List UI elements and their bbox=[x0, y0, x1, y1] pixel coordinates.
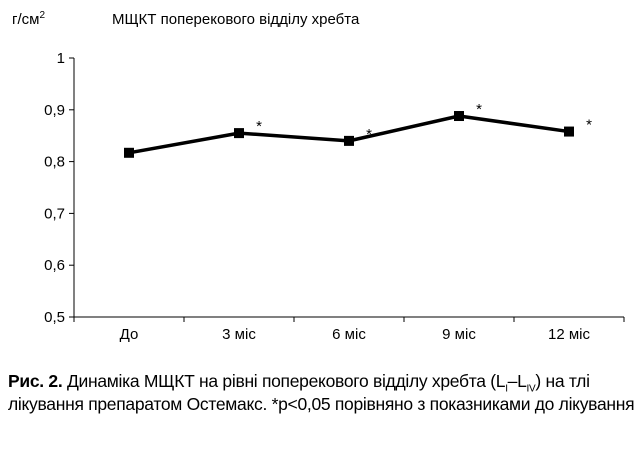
y-tick-label: 0,9 bbox=[44, 102, 65, 119]
figure-caption: Рис. 2. Динаміка МЩКТ на рівні попереков… bbox=[8, 370, 636, 416]
y-axis-unit-superscript: 2 bbox=[39, 10, 45, 21]
series bbox=[124, 111, 574, 158]
y-tick-label: 1 bbox=[57, 50, 65, 67]
caption-text-2: ) на тлі лікування препаратом Остемакс. … bbox=[8, 371, 635, 414]
significance-asterisk: * bbox=[256, 118, 262, 135]
x-tick-label: 12 міс bbox=[548, 326, 590, 343]
data-point-marker bbox=[124, 147, 134, 158]
caption-dash: –L bbox=[507, 371, 527, 391]
caption-sub-2: IV bbox=[526, 383, 536, 395]
y-axis-unit-main: г/см bbox=[12, 11, 39, 28]
significance-asterisk: * bbox=[366, 126, 372, 143]
series-line bbox=[128, 114, 570, 155]
y-tick-label: 0,8 bbox=[44, 154, 65, 171]
data-point-marker bbox=[344, 135, 354, 146]
data-point-marker bbox=[454, 111, 464, 122]
x-axis-ticks: До 3 міс 6 міс 9 міс 12 міс bbox=[73, 317, 625, 343]
data-point-marker bbox=[234, 128, 244, 139]
x-tick-label: 3 міс bbox=[222, 326, 256, 343]
y-tick-label: 0,7 bbox=[44, 205, 65, 222]
significance-annotations: * * * * bbox=[256, 101, 592, 143]
y-axis-unit: г/см2 bbox=[12, 10, 45, 28]
x-tick-label: 6 міс bbox=[332, 326, 366, 343]
y-tick-label: 0,6 bbox=[44, 257, 65, 274]
y-axis-ticks: 0,5 0,6 0,7 0,8 0,9 1 bbox=[44, 50, 74, 326]
caption-text-1: Динаміка МЩКТ на рівні поперекового відд… bbox=[62, 371, 506, 391]
significance-asterisk: * bbox=[476, 101, 482, 118]
bmd-line-chart: г/см2 МЩКТ поперекового відділу хребта 0… bbox=[12, 10, 625, 343]
x-tick-label: До bbox=[120, 326, 139, 343]
significance-asterisk: * bbox=[586, 117, 592, 134]
caption-label: Рис. 2. bbox=[8, 371, 63, 391]
chart-title: МЩКТ поперекового відділу хребта bbox=[112, 11, 360, 28]
axes bbox=[73, 58, 624, 318]
caption-sub-1: I bbox=[505, 383, 508, 395]
y-tick-label: 0,5 bbox=[44, 309, 65, 326]
data-point-marker bbox=[564, 126, 574, 137]
x-tick-label: 9 міс bbox=[442, 326, 476, 343]
